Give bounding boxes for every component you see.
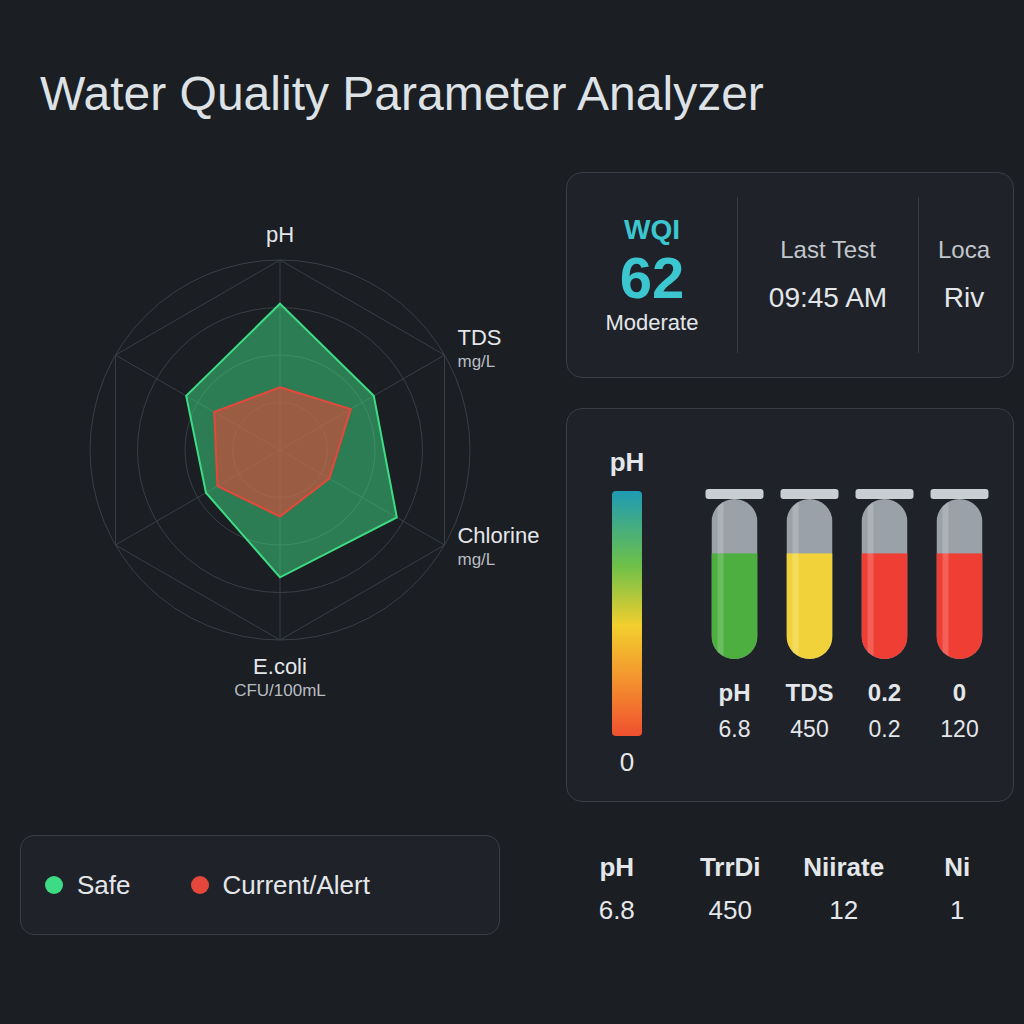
svg-text:0.2: 0.2 (869, 716, 901, 742)
html-text:12: 12 (829, 895, 859, 925)
html-text:Safe: Safe (77, 869, 131, 900)
html-text:Ni: Ni (944, 852, 971, 882)
svg-text:Chlorine: Chlorine (457, 523, 539, 548)
html-text:Last Test: Last Test (780, 236, 876, 263)
svg-text:CFU/100mL: CFU/100mL (234, 681, 326, 700)
html-text:Moderate: Moderate (605, 309, 699, 335)
svg-text:TDS: TDS (457, 325, 501, 350)
svg-text:E.coli: E.coli (253, 654, 307, 679)
html-text:Riv: Riv (943, 282, 985, 313)
svg-text:pH: pH (610, 447, 645, 477)
html-text:pH: pH (599, 852, 635, 882)
svg-text:120: 120 (940, 716, 978, 742)
svg-text:mg/L: mg/L (457, 550, 495, 569)
html-text:450: 450 (708, 895, 752, 925)
svg-text:6.8: 6.8 (719, 716, 751, 742)
svg-text:pH: pH (266, 222, 294, 247)
svg-text:0: 0 (620, 747, 634, 777)
svg-text:0.2: 0.2 (868, 679, 901, 706)
html-text:TrrDi: TrrDi (699, 852, 761, 882)
html-text:6.8: 6.8 (598, 895, 635, 925)
html-text:62: 62 (619, 245, 685, 311)
html-text:Current/Alert: Current/Alert (222, 869, 370, 900)
html-text:09:45 AM: 09:45 AM (768, 282, 888, 313)
svg-text:0: 0 (953, 679, 966, 706)
html-text:Niirate: Niirate (803, 852, 885, 882)
html-text:WQI: WQI (624, 214, 680, 246)
svg-text:pH: pH (719, 679, 751, 706)
svg-text:mg/L: mg/L (457, 352, 495, 371)
html-text:1: 1 (950, 895, 965, 925)
svg-text:450: 450 (790, 716, 828, 742)
html-text:Loca: Loca (938, 236, 990, 263)
html-text:Water Quality Parameter Analyz: Water Quality Parameter Analyzer (40, 67, 764, 120)
svg-text:TDS: TDS (786, 679, 834, 706)
